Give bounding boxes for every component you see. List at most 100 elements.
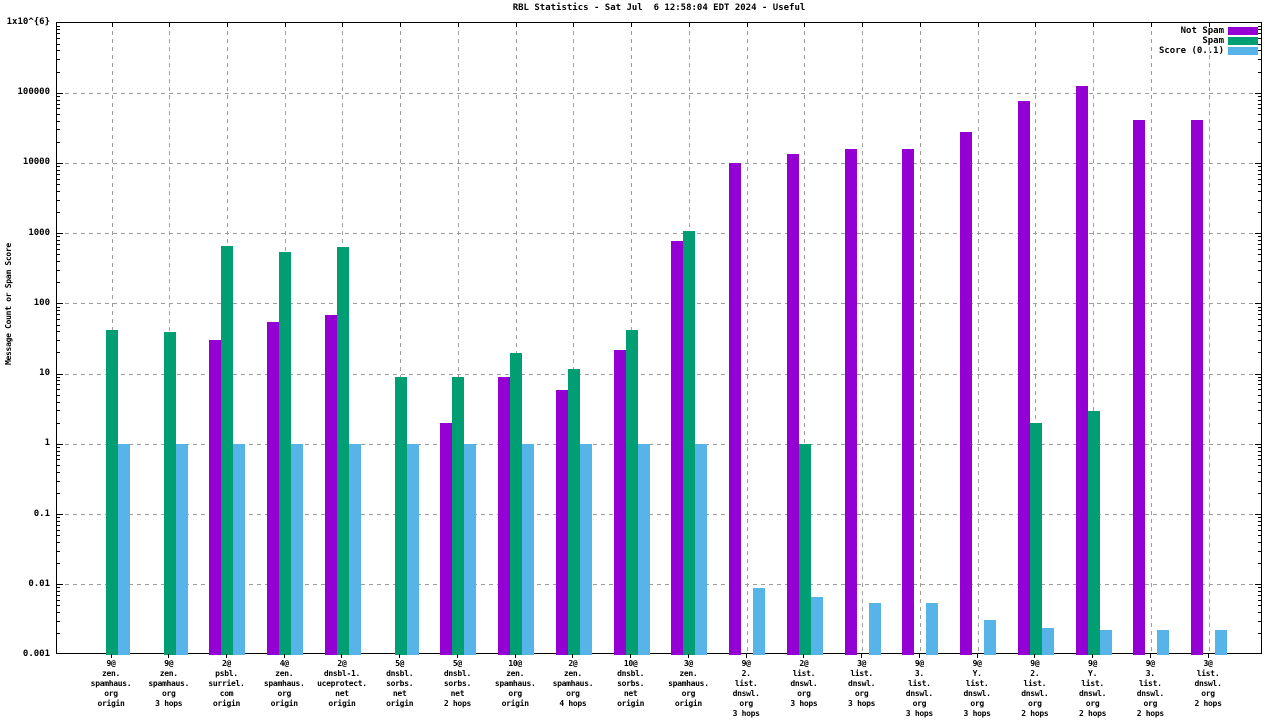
bar-score (291, 444, 304, 655)
gridline-vertical (862, 23, 864, 653)
bar-not_spam (671, 240, 684, 655)
y-minor-tick (1258, 450, 1261, 452)
y-minor-tick (1258, 59, 1261, 61)
y-minor-tick (57, 113, 60, 115)
bar-not_spam (844, 149, 857, 655)
y-major-tick (57, 373, 63, 375)
y-minor-tick (1258, 113, 1261, 115)
x-tick-label: 9@ 2. list. dnswl. org 2 hops (1021, 659, 1049, 718)
y-minor-tick (1258, 492, 1261, 494)
y-major-tick (57, 443, 63, 445)
y-minor-tick (57, 318, 60, 320)
bar-score (233, 444, 246, 655)
y-minor-tick (57, 306, 60, 308)
x-top-tick (573, 23, 575, 27)
bar-not_spam (1075, 86, 1088, 655)
bar-score (868, 603, 881, 655)
y-minor-tick (57, 261, 60, 263)
y-minor-tick (57, 612, 60, 614)
gridline-vertical (573, 23, 575, 653)
y-minor-tick (1258, 524, 1261, 526)
y-minor-tick (57, 450, 60, 452)
y-minor-tick (1258, 529, 1261, 531)
bar-score (1215, 629, 1228, 655)
x-bottom-tick (1034, 654, 1036, 658)
y-minor-tick (1258, 103, 1261, 105)
y-major-tick (57, 514, 63, 516)
x-bottom-tick (456, 654, 458, 658)
legend-swatch-not_spam (1228, 27, 1258, 35)
y-minor-tick (57, 535, 60, 537)
bar-score (348, 444, 361, 655)
x-tick-label: 2@ dnsbl-1. uceprotect. net origin (317, 659, 367, 708)
x-tick-label: 9@ Y. list. dnswl. org 3 hops (963, 659, 991, 718)
y-minor-tick (1258, 314, 1261, 316)
y-minor-tick (57, 595, 60, 597)
bar-spam (1087, 410, 1100, 655)
y-minor-tick (57, 282, 60, 284)
gridline-vertical (1150, 23, 1152, 653)
y-minor-tick (57, 380, 60, 382)
y-minor-tick (1258, 166, 1261, 168)
bar-not_spam (555, 389, 568, 655)
plot-area (56, 22, 1262, 655)
y-minor-tick (1258, 541, 1261, 543)
y-minor-tick (57, 389, 60, 391)
y-minor-tick (1258, 595, 1261, 597)
y-minor-tick (1258, 464, 1261, 466)
x-top-tick (342, 23, 344, 27)
bar-score (810, 596, 823, 655)
legend-swatch-spam (1228, 37, 1258, 45)
y-tick-label: 10000 (22, 157, 50, 168)
gridline-horizontal (57, 303, 1261, 305)
bar-not_spam (1191, 119, 1204, 655)
y-minor-tick (57, 50, 60, 52)
x-tick-label: 2@ psbl. surriel. com origin (208, 659, 245, 708)
x-top-tick (631, 23, 633, 27)
x-bottom-tick (630, 654, 632, 658)
y-minor-tick (57, 471, 60, 473)
y-minor-tick (1258, 324, 1261, 326)
gridline-horizontal (57, 92, 1261, 94)
x-top-tick (919, 23, 921, 27)
gridline-horizontal (57, 514, 1261, 516)
y-minor-tick (1258, 535, 1261, 537)
gridline-horizontal (57, 233, 1261, 235)
bar-score (579, 444, 592, 655)
y-minor-tick (57, 248, 60, 250)
y-tick-label: 0.1 (33, 508, 50, 519)
y-minor-tick (1258, 310, 1261, 312)
y-minor-tick (57, 314, 60, 316)
y-minor-tick (57, 410, 60, 412)
y-minor-tick (1258, 173, 1261, 175)
x-tick-label: 3@ list. dnswl. org 2 hops (1194, 659, 1222, 708)
bar-score (1099, 629, 1112, 655)
y-minor-tick (1258, 212, 1261, 214)
bar-spam (1029, 423, 1042, 655)
y-major-tick (1255, 233, 1261, 235)
y-minor-tick (57, 25, 60, 27)
y-tick-label: 10 (39, 368, 50, 379)
bar-score (464, 444, 477, 655)
x-tick-label: 9@ zen. spamhaus. org 3 hops (148, 659, 190, 708)
bar-score (984, 619, 997, 655)
y-minor-tick (1258, 410, 1261, 412)
y-minor-tick (57, 459, 60, 461)
legend-swatch-score (1228, 47, 1258, 55)
gridline-vertical (1093, 23, 1095, 653)
y-major-tick (1255, 514, 1261, 516)
y-minor-tick (57, 236, 60, 238)
y-minor-tick (1258, 141, 1261, 143)
bar-score (175, 444, 188, 655)
bar-not_spam (498, 377, 511, 655)
y-minor-tick (57, 605, 60, 607)
x-top-tick (284, 23, 286, 27)
legend-label-score: Score (0..1) (1158, 46, 1224, 56)
y-minor-tick (57, 120, 60, 122)
y-minor-tick (57, 529, 60, 531)
bar-spam (279, 251, 292, 655)
y-minor-tick (57, 43, 60, 45)
y-minor-tick (57, 520, 60, 522)
legend-label-not_spam: Not Spam (1180, 26, 1224, 36)
y-major-tick (57, 233, 63, 235)
